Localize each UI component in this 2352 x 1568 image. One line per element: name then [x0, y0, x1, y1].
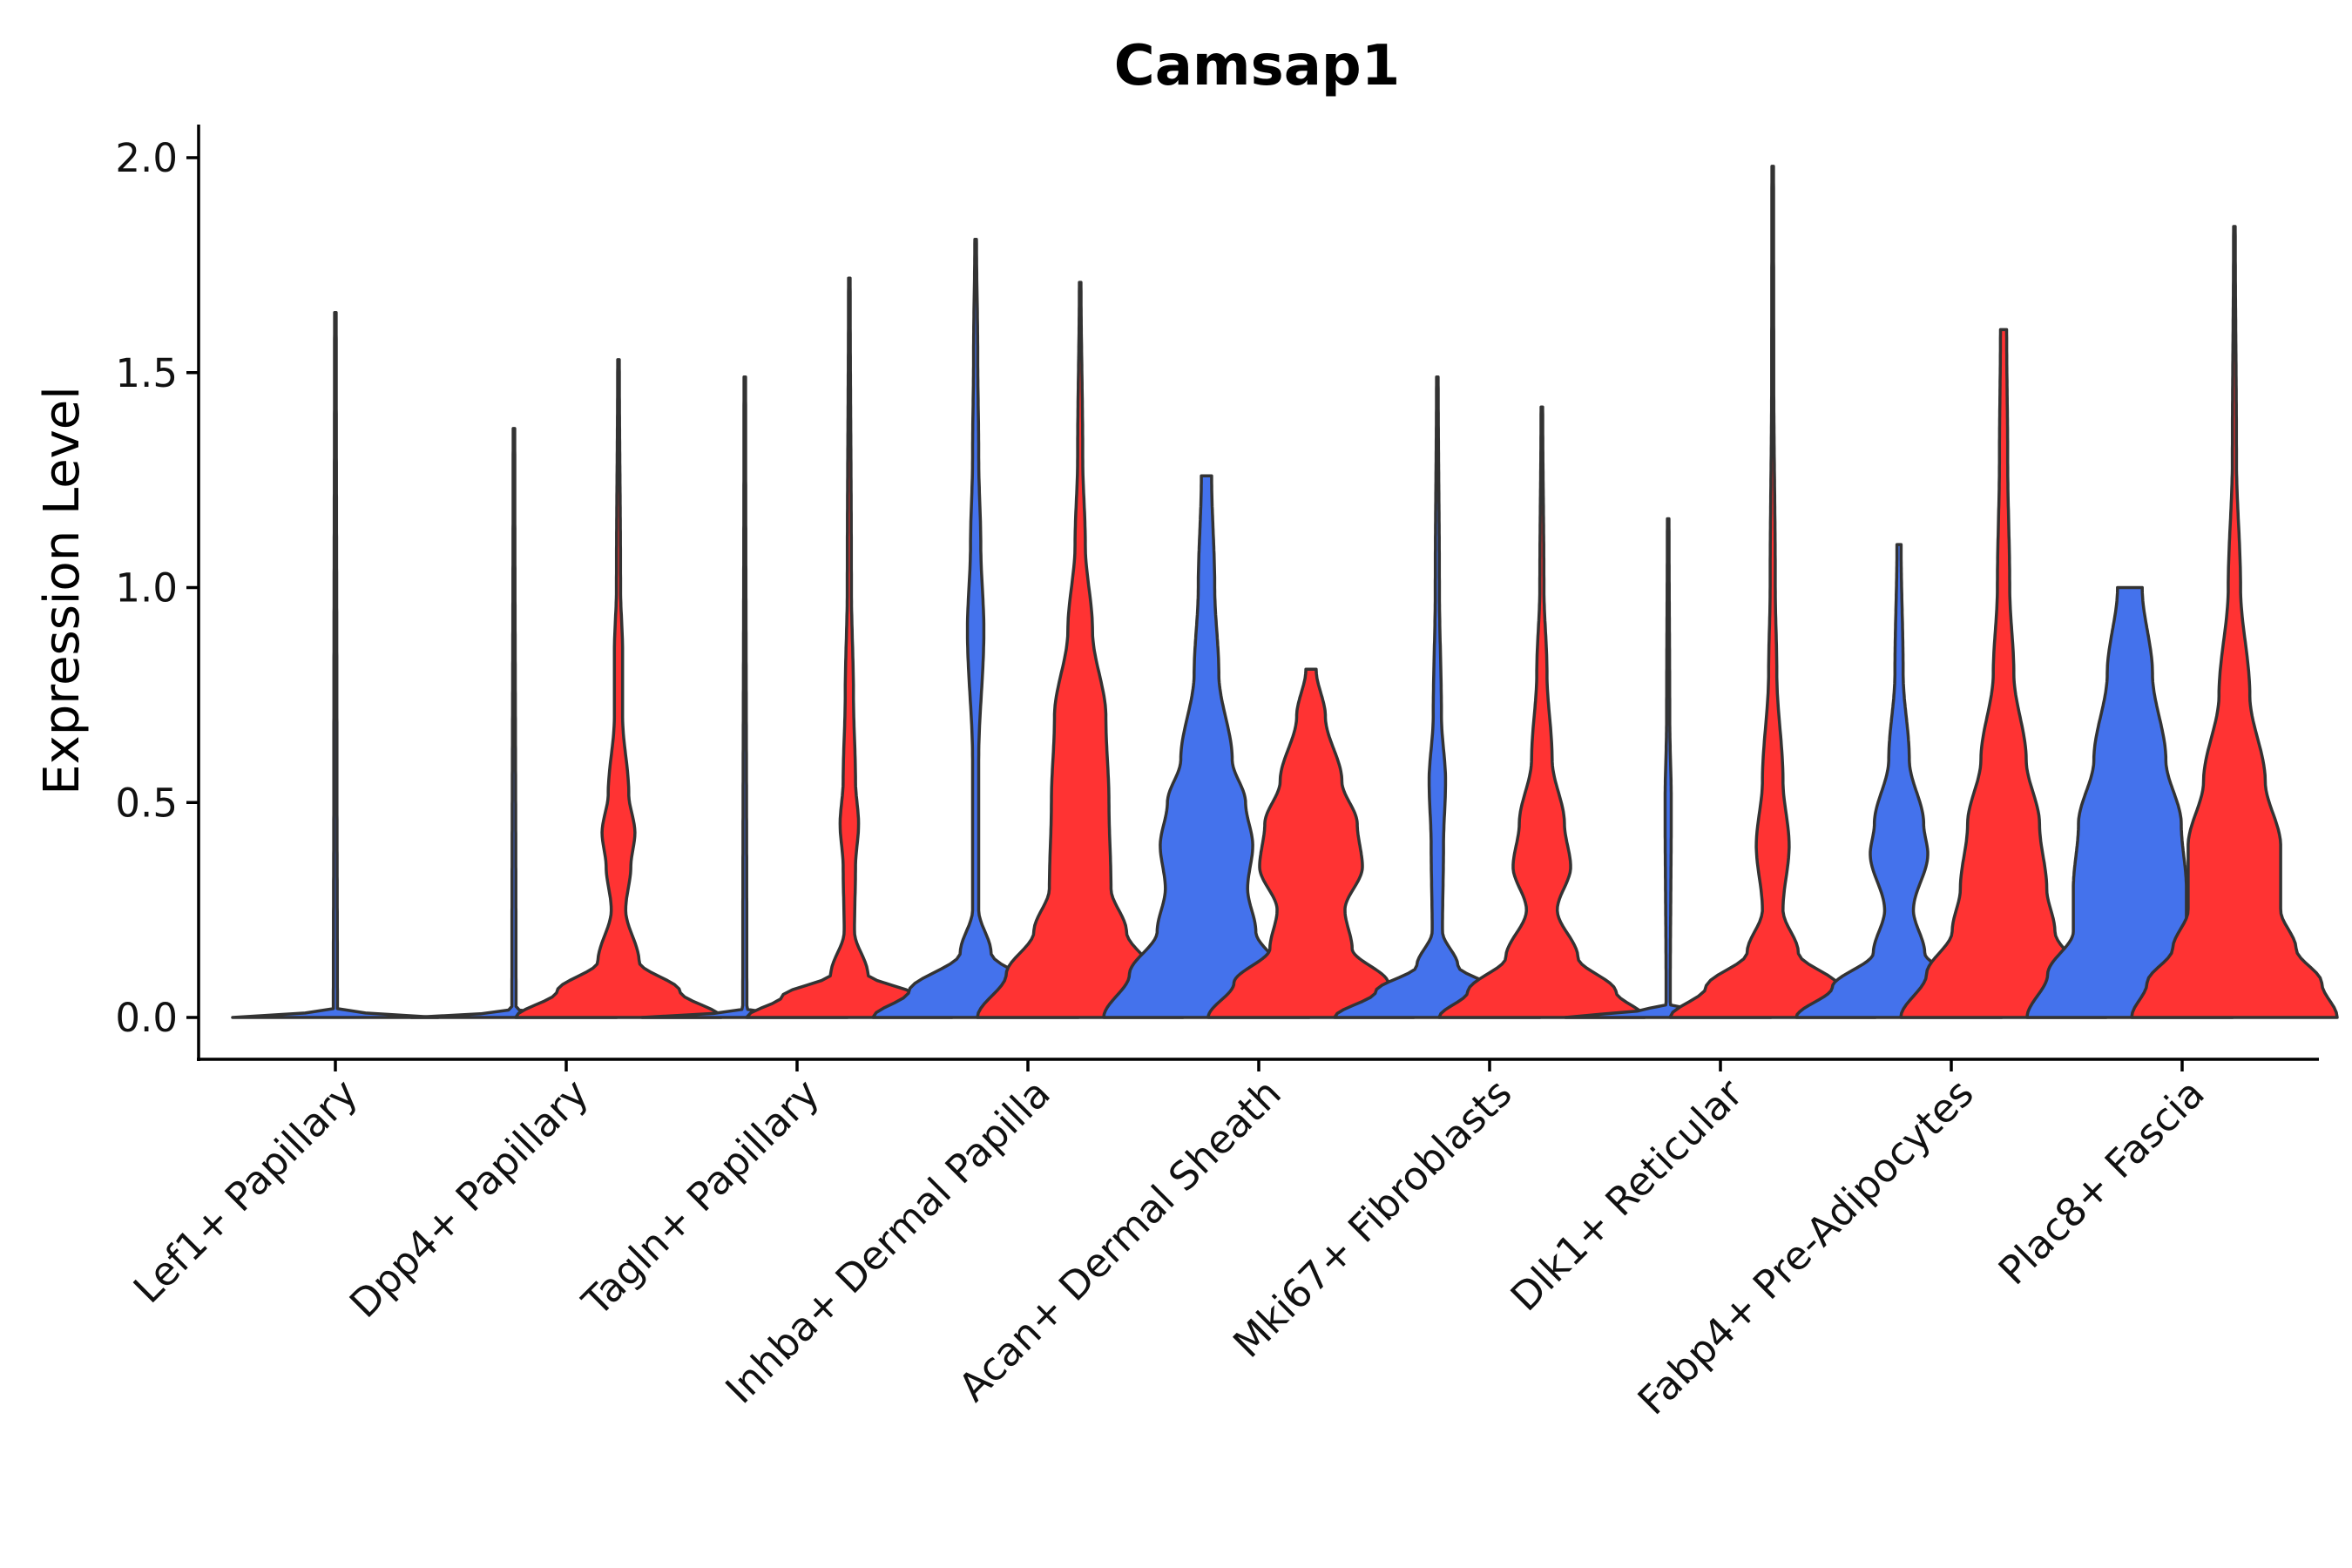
violin-group-2: [514, 358, 723, 1019]
x-tick-label: Plac8+ Fascia: [1990, 1070, 2213, 1294]
violin-group-2: [1206, 667, 1416, 1019]
y-axis-label: Expression Level: [34, 386, 91, 795]
x-tick-label: Tagln+ Papillary: [573, 1070, 828, 1325]
violin-group-2: [2130, 225, 2339, 1019]
violin-group-1: [1794, 543, 2004, 1019]
violin-group-1: [1102, 474, 1311, 1019]
violin-group-1: [2025, 585, 2234, 1019]
violin-group-2: [1899, 328, 2108, 1019]
violin-group-1: [1564, 517, 1773, 1019]
x-tick-label: Lef1+ Papillary: [125, 1070, 367, 1312]
violin-group-1: [871, 238, 1080, 1019]
violin-group-2: [976, 280, 1185, 1019]
y-tick-label: 0.0: [115, 995, 178, 1041]
violin-group-2: [1668, 165, 1877, 1019]
y-tick-label: 0.5: [115, 780, 178, 826]
violin-group-1: [640, 375, 849, 1019]
y-tick-label: 1.5: [115, 350, 178, 396]
violin-group-2: [745, 276, 954, 1019]
violin-group-1: [231, 310, 440, 1019]
plot-area: [231, 165, 2339, 1019]
y-tick-label: 1.0: [115, 565, 178, 612]
x-tick-label: Dlk1+ Reticular: [1502, 1070, 1752, 1320]
x-tick-label: Dpp4+ Papillary: [341, 1070, 598, 1327]
y-tick-label: 2.0: [115, 135, 178, 181]
violin-group-2: [1437, 405, 1646, 1019]
chart-title: Camsap1: [1114, 34, 1400, 98]
violin-group-1: [1333, 375, 1542, 1019]
violin-group-1: [409, 427, 618, 1019]
